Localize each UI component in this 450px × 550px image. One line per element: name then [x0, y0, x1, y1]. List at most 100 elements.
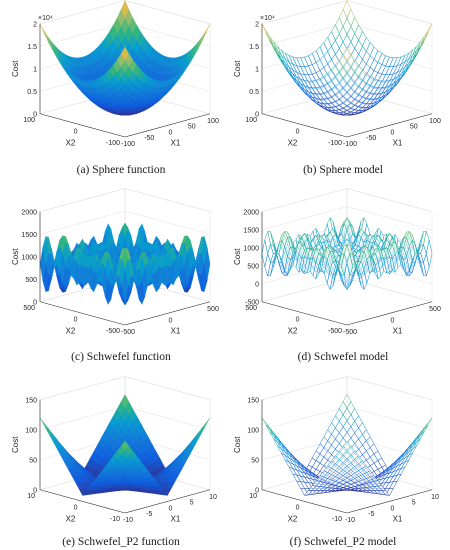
panel-caption: (e) Schwefel_P2 function — [62, 536, 180, 548]
x1-axis-line — [124, 301, 211, 326]
x1-tick-label: -50 — [144, 135, 154, 142]
x1-tick-label: 0 — [391, 505, 395, 512]
z-tick-label: 50 — [29, 457, 37, 464]
z-tick-label: 100 — [247, 427, 259, 434]
x1-tick-label: -5 — [146, 511, 152, 518]
x2-tick-label: -100 — [106, 140, 120, 147]
z-gridline — [39, 188, 211, 212]
surface-cell — [420, 424, 429, 436]
z-axis-label: Cost — [233, 248, 242, 265]
x2-axis-line — [261, 113, 348, 138]
x2-tick-label: 500 — [245, 305, 257, 312]
panel-caption: (f) Schwefel_P2 model — [290, 536, 397, 548]
x1-axis-label: X1 — [171, 138, 181, 147]
z-axis-label: Cost — [11, 60, 20, 77]
x1-axis-label: X1 — [171, 514, 181, 523]
panel-caption: (d) Schwefel model — [298, 351, 389, 363]
x1-tick-label: 0 — [169, 129, 173, 136]
z-gridline — [261, 188, 433, 212]
chart-panel-d: -5000500100015002000Cost-5000500X1-50005… — [233, 188, 441, 363]
x1-tick-label: 0 — [391, 129, 395, 136]
x2-axis-label: X2 — [66, 326, 76, 335]
x1-tick-label: 10 — [431, 494, 439, 501]
x1-tick-label: 0 — [169, 317, 173, 324]
x1-tick-label: 0 — [169, 505, 173, 512]
x2-tick-label: 100 — [245, 117, 257, 124]
surface-cell — [194, 36, 203, 51]
x1-tick-label: 10 — [209, 494, 217, 501]
z-tick-label: 0 — [255, 111, 259, 118]
x2-axis-label: X2 — [288, 138, 298, 147]
chart-panel-c: 0500100015002000Cost-5000500X1-5000500X2… — [11, 188, 219, 363]
z-tick-label: 1000 — [243, 245, 259, 252]
z-tick-label: 2 — [33, 21, 37, 28]
x2-tick-label: 0 — [296, 316, 300, 323]
z-tick-label: 0 — [33, 111, 37, 118]
x2-axis-label: X2 — [66, 138, 76, 147]
x2-tick-label: 0 — [74, 504, 78, 511]
z-axis-label: Cost — [11, 248, 20, 265]
x1-tick-label: -5 — [368, 511, 374, 518]
z-axis-label: Cost — [233, 60, 242, 77]
z-tick-label: 1500 — [243, 227, 259, 234]
z-tick-label: 1 — [255, 66, 259, 73]
z-tick-label: 50 — [251, 457, 259, 464]
z-tick-label: 100 — [25, 427, 37, 434]
surface-cell — [120, 46, 130, 61]
surface-cell — [47, 36, 56, 51]
z-gridline — [39, 210, 211, 235]
x1-axis-label: X1 — [393, 514, 403, 523]
x1-tick-label: -50 — [366, 135, 376, 142]
z-tick-label: 1000 — [21, 254, 37, 261]
z-axis-label: Cost — [11, 436, 20, 453]
x1-tick-label: 0 — [391, 317, 395, 324]
x2-tick-label: -10 — [332, 516, 342, 523]
surface-cell — [43, 30, 52, 46]
z-tick-label: 0 — [255, 281, 259, 288]
x2-tick-label: 500 — [23, 305, 35, 312]
x2-axis-line — [39, 301, 126, 326]
x2-tick-label: 0 — [74, 316, 78, 323]
x1-tick-label: 500 — [207, 306, 219, 313]
x2-tick-label: 100 — [23, 117, 35, 124]
x2-tick-label: -100 — [328, 140, 342, 147]
x2-tick-label: -10 — [110, 516, 120, 523]
z-tick-label: 1 — [33, 66, 37, 73]
surface-cell — [43, 424, 52, 436]
x1-tick-label: 100 — [429, 118, 441, 125]
x1-tick-label: 50 — [410, 124, 418, 131]
x1-axis-line — [124, 113, 211, 138]
x1-tick-label: -500 — [121, 329, 135, 336]
panel-caption: (a) Sphere function — [77, 164, 166, 176]
z-exponent-label: ×10⁴ — [38, 15, 53, 22]
x1-axis-label: X1 — [393, 138, 403, 147]
z-tick-label: 1.5 — [27, 44, 37, 51]
z-tick-label: 0.5 — [27, 89, 37, 96]
x1-axis-label: X1 — [171, 326, 181, 335]
surface-cell — [122, 269, 128, 304]
x2-tick-label: 10 — [249, 493, 257, 500]
x1-tick-label: 5 — [412, 500, 416, 507]
z-tick-label: 150 — [247, 397, 259, 404]
panel-caption: (b) Sphere model — [303, 164, 383, 176]
z-tick-label: 0.5 — [249, 89, 259, 96]
z-tick-label: 2000 — [243, 209, 259, 216]
x1-tick-label: 50 — [188, 124, 196, 131]
surface-cell — [342, 46, 352, 61]
x2-tick-label: -500 — [106, 328, 120, 335]
z-tick-label: 500 — [25, 277, 37, 284]
x2-tick-label: 10 — [27, 493, 35, 500]
z-tick-label: 500 — [247, 263, 259, 270]
x2-axis-label: X2 — [288, 514, 298, 523]
x1-tick-label: -500 — [343, 329, 357, 336]
x1-tick-label: -10 — [345, 517, 355, 524]
x1-axis-line — [346, 301, 433, 326]
z-exponent-label: ×10⁴ — [260, 15, 275, 22]
z-tick-label: 1500 — [21, 232, 37, 239]
x1-tick-label: -10 — [123, 517, 133, 524]
z-axis-label: Cost — [233, 436, 242, 453]
surface-cell — [265, 424, 274, 436]
